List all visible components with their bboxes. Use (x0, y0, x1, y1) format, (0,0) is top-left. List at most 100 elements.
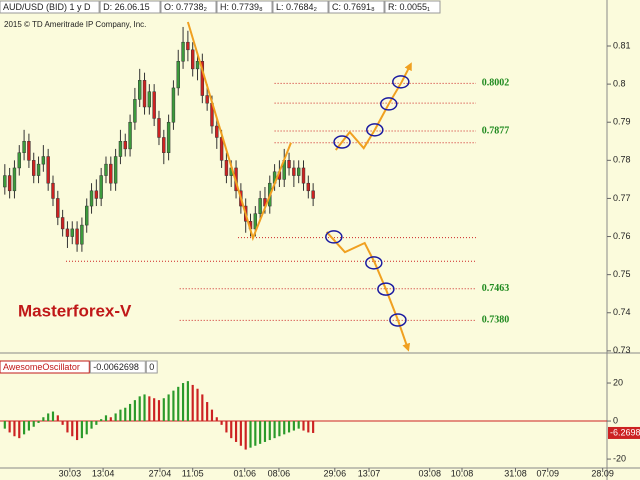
x-tick-label: 11.05 (182, 468, 204, 478)
y-tick-label: 0.81 (613, 40, 631, 50)
y-tick-label: 0.78 (613, 155, 631, 165)
bar (114, 413, 117, 422)
x-tick-label: 03.08 (418, 468, 441, 478)
bar (42, 417, 45, 422)
candle-body (56, 198, 60, 218)
x-tick-label: 01.06 (233, 468, 256, 478)
candle-body (94, 190, 99, 199)
x-tick-label: 10.08 (451, 468, 474, 478)
projection-line (186, 21, 292, 242)
level-label: 0.7463 (482, 283, 510, 294)
bar (167, 394, 170, 422)
candle-body (133, 99, 137, 123)
projection-line (325, 231, 411, 352)
candle-body (147, 91, 152, 108)
candle-body (152, 91, 156, 119)
bar (273, 421, 276, 439)
candle-body (171, 87, 176, 123)
candle-body (3, 175, 7, 188)
candle-body (85, 205, 89, 226)
candle-body (296, 167, 301, 176)
bar (37, 421, 40, 423)
projection-line (334, 62, 412, 151)
bar (220, 421, 223, 425)
candle-body (292, 167, 296, 176)
bar (47, 413, 50, 422)
candle-body (181, 41, 185, 62)
y-tick-label: 0.77 (613, 193, 631, 203)
bar (71, 421, 74, 437)
candle-body (253, 213, 258, 230)
candle-body (41, 156, 46, 165)
bar (287, 421, 291, 433)
bar (157, 400, 161, 422)
bar (230, 421, 233, 439)
bar (138, 396, 141, 422)
bar (210, 409, 214, 422)
candle-body (176, 61, 180, 89)
candle-body (311, 190, 315, 199)
y-tick-label: 0.79 (613, 117, 631, 127)
candle-body (200, 61, 205, 96)
bar (239, 421, 242, 446)
y-tick-label: 20 (613, 377, 623, 387)
candle-body (65, 228, 70, 237)
target-marker (380, 97, 398, 111)
bar (3, 421, 6, 429)
bar (85, 421, 88, 435)
y-tick-label: 0 (613, 415, 618, 425)
target-marker (377, 282, 395, 296)
readout-box (145, 360, 158, 374)
candle-body (128, 121, 132, 150)
bar (66, 421, 69, 433)
y-tick-label: 0.75 (613, 269, 631, 279)
candle-body (36, 163, 41, 176)
candle-body (215, 125, 219, 138)
bar (201, 394, 204, 422)
bar (191, 384, 194, 422)
readout: C: 0.7691₈ (332, 2, 375, 12)
candle-body (138, 80, 142, 100)
bar (13, 421, 16, 437)
readout: O: 0.7738₂ (164, 2, 208, 12)
current-value-label: -6.2698 (610, 427, 640, 437)
readout: H: 0.7739₈ (220, 2, 263, 12)
candle-body (99, 175, 103, 199)
candle-body (80, 224, 84, 245)
bar (225, 421, 228, 433)
x-tick-label: 07.09 (536, 468, 559, 478)
bar (95, 421, 98, 425)
bar (268, 421, 271, 441)
bar (104, 415, 108, 422)
bar (8, 421, 11, 433)
readout-box (328, 0, 385, 14)
bar (297, 421, 300, 429)
target-marker (365, 256, 383, 270)
bar (263, 421, 267, 442)
candle-body (191, 49, 195, 70)
level-label: 0.8002 (482, 78, 510, 89)
bar (172, 390, 175, 422)
candle-body (60, 217, 65, 230)
bar (27, 421, 30, 431)
candle-body (104, 163, 108, 176)
readout-box (0, 360, 90, 374)
candle-body (301, 167, 306, 184)
candle-body (118, 141, 123, 157)
candle-body (195, 61, 200, 70)
panel-title: AUD/USD (BID) 1 y D (3, 2, 91, 12)
readout: R: 0.0055₁ (388, 2, 430, 12)
bar (119, 409, 122, 422)
bar (292, 421, 295, 431)
target-marker (325, 230, 343, 244)
candle-body (258, 198, 262, 214)
bar (133, 400, 136, 422)
bar (259, 421, 262, 444)
bar (23, 421, 26, 435)
bar (206, 402, 209, 422)
y-tick-label: 0.8 (613, 78, 626, 88)
readout-box (89, 360, 146, 374)
bar (181, 383, 185, 422)
level-label: 0.7380 (482, 315, 510, 326)
